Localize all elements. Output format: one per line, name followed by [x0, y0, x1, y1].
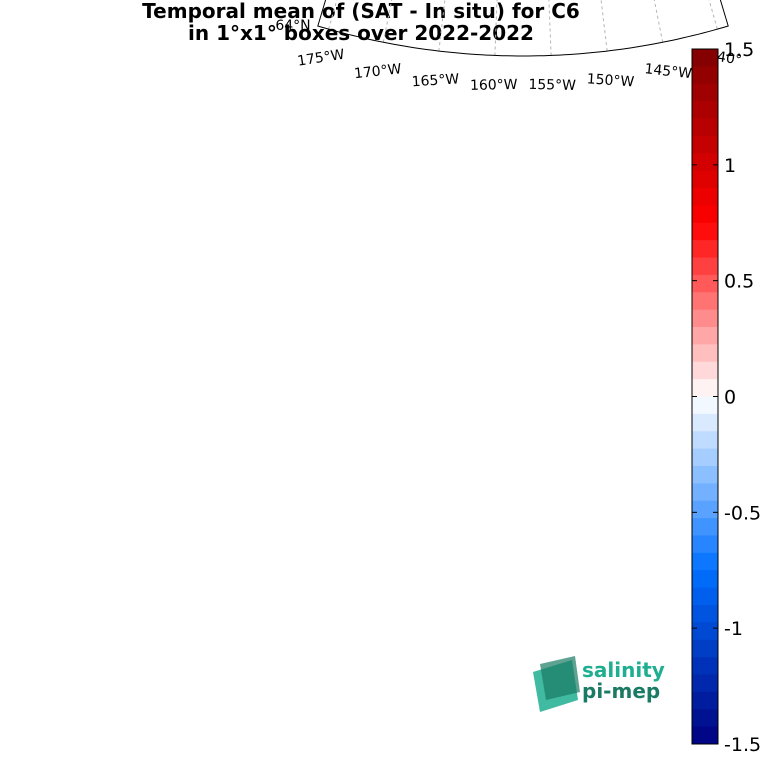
colorbar-tick-labels: 1.5 1 0.5 0 -0.5 -1 -1.5: [724, 39, 761, 756]
colorbar-segment: [692, 309, 718, 328]
colorbar-segment: [692, 344, 718, 363]
latitude-labels: 80°N78°N76°N74°N72°N70°N68°N66°N64°N: [275, 18, 310, 34]
colorbar-segment: [692, 552, 718, 571]
colorbar-segment: [692, 257, 718, 276]
colorbar-tick-label: 0: [724, 387, 736, 409]
colorbar-segment: [692, 83, 718, 102]
colorbar-segment: [692, 379, 718, 397]
meridian-line: [438, 0, 515, 52]
meridian-line: [525, 0, 552, 56]
colorbar-tick-label: -0.5: [724, 502, 761, 524]
meridian-line: [494, 0, 521, 56]
colorbar-segment: [692, 188, 718, 206]
map-title-line1: Temporal mean of (SAT - In situ) for C6: [142, 0, 580, 23]
salinity-pi-mep-logo: salinity pi-mep: [533, 656, 665, 712]
colorbar-segment: [692, 448, 718, 467]
logo-text-salinity: salinity: [582, 658, 665, 682]
colorbar-segment: [692, 570, 718, 589]
colorbar-segment: [692, 292, 718, 311]
longitude-label: 150°W: [586, 71, 635, 90]
map-frame: [317, 0, 729, 57]
map-title-line2: in 1°x1° boxes over 2022-2022: [188, 21, 534, 45]
land-layer: [47, 435, 680, 760]
longitude-label: 165°W: [411, 71, 460, 90]
colorbar-tick-label: 0.5: [724, 271, 754, 293]
longitude-label: 145°W: [644, 61, 693, 82]
latitude-label: 64°N: [275, 18, 310, 34]
colorbar: [691, 48, 719, 745]
colorbar-segment: [692, 657, 718, 675]
colorbar-segment: [692, 205, 718, 224]
colorbar-segment: [692, 396, 718, 415]
colorbar-segment: [692, 622, 718, 641]
meridian-line: [531, 0, 608, 52]
logo-text-pimep: pi-mep: [582, 679, 660, 703]
colorbar-segment: [692, 500, 718, 519]
colorbar-segment: [692, 222, 718, 241]
alaska-landmass: [180, 435, 680, 760]
colorbar-segment: [692, 135, 718, 154]
colorbar-segment: [692, 518, 718, 536]
colorbar-segment: [692, 709, 718, 728]
colorbar-tick-label: 1.5: [724, 39, 754, 61]
colorbar-segment: [692, 153, 718, 172]
colorbar-segment: [692, 101, 718, 119]
meridian-line: [537, 0, 664, 43]
colorbar-segment: [692, 639, 718, 658]
colorbar-segment: [692, 118, 718, 137]
meridian-line: [543, 0, 718, 30]
colorbar-tick-label: 1: [724, 155, 736, 177]
colorbar-segment: [692, 413, 718, 432]
graticule: [328, 0, 718, 56]
colorbar-segment: [692, 274, 718, 293]
colorbar-segment: [692, 170, 718, 189]
colorbar-segment: [692, 49, 718, 67]
longitude-label: 160°W: [470, 77, 518, 94]
colorbar-tick-label: -1.5: [724, 734, 761, 756]
colorbar-segment: [692, 605, 718, 623]
colorbar-tick-label: -1: [724, 618, 743, 640]
colorbar-segment: [692, 483, 718, 502]
colorbar-segment: [692, 66, 718, 85]
colorbar-segment: [692, 327, 718, 345]
colorbar-segment: [692, 361, 718, 380]
colorbar-segment: [692, 240, 718, 258]
colorbar-segment: [692, 431, 718, 450]
colorbar-segment: [692, 674, 718, 693]
colorbar-segment: [692, 691, 718, 710]
meridian-line: [382, 0, 509, 43]
meridian-line: [328, 0, 503, 30]
colorbar-segment: [692, 466, 718, 484]
colorbar-segment: [692, 535, 718, 554]
longitude-label: 175°W: [296, 47, 346, 70]
colorbar-segment: [692, 726, 718, 745]
chukotka-landmass: [47, 555, 150, 695]
colorbar-segment: [692, 587, 718, 606]
longitude-label: 170°W: [353, 61, 402, 82]
longitude-label: 155°W: [528, 77, 576, 94]
